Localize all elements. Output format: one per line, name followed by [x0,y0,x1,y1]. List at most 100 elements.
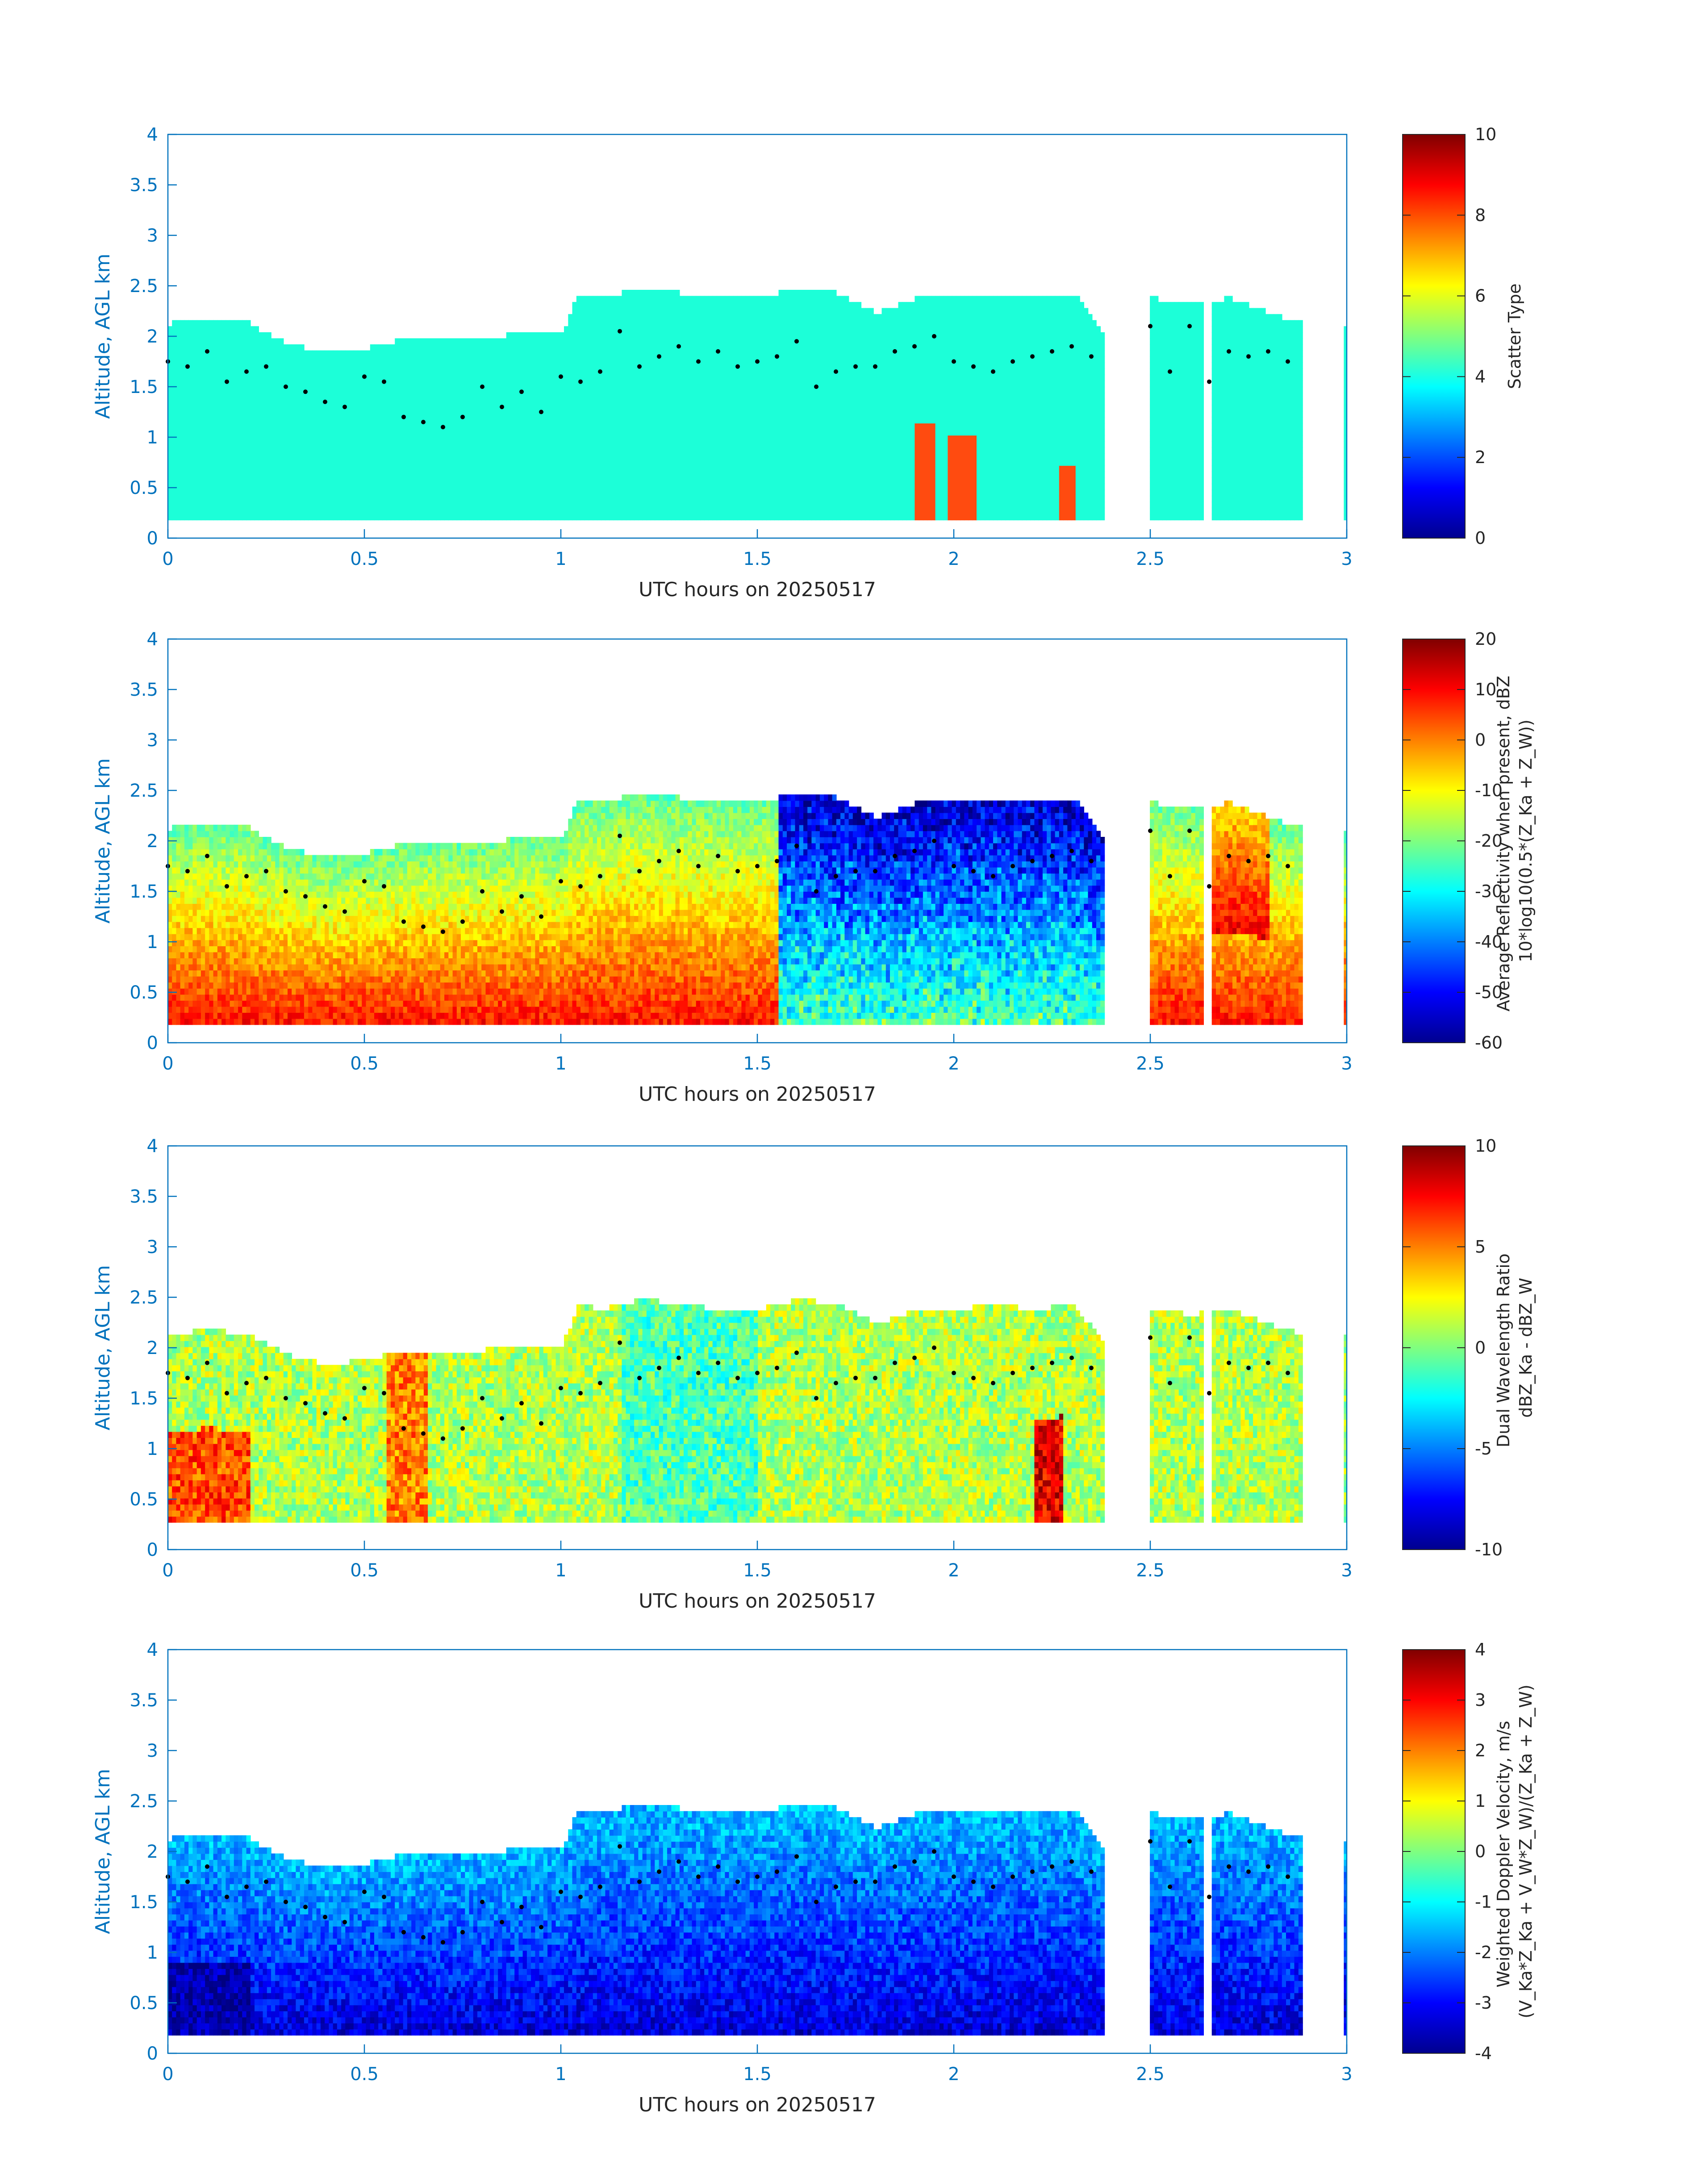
heatmap-cell [329,441,334,448]
heatmap-cell [671,362,676,369]
heatmap-cell [791,471,796,478]
heatmap-cell [366,501,371,508]
heatmap-cell [634,459,639,466]
heatmap-cell [787,393,791,399]
heatmap-cell [725,368,730,375]
heatmap-cell [391,459,395,466]
heatmap-cell [733,393,738,399]
heatmap-cell [560,380,564,387]
heatmap-cell [325,362,330,369]
heatmap-cell [172,380,177,387]
heatmap-cell [366,508,371,514]
heatmap-cell [288,435,292,442]
heatmap-cell [576,344,581,351]
heatmap-cell [675,393,680,399]
heatmap-cell [452,484,457,490]
heatmap-cell [741,405,746,412]
heatmap-cell [316,514,321,521]
heatmap-cell [564,471,568,478]
heatmap-cell [564,405,568,412]
heatmap-cell [613,435,618,442]
heatmap-cell [477,423,482,430]
heatmap-cell [213,411,218,418]
heatmap-cell [782,441,787,448]
heatmap-cell [192,453,197,460]
heatmap-cell [634,435,639,442]
heatmap-cell [601,441,606,448]
heatmap-cell [754,459,759,466]
heatmap-cell [481,484,486,490]
heatmap-cell [638,338,643,345]
heatmap-cell [308,465,313,472]
heatmap-cell [655,459,660,466]
heatmap-cell [597,453,601,460]
heatmap-cell [209,320,214,327]
heatmap-cell [555,514,560,521]
heatmap-cell [461,387,465,393]
heatmap-cell [671,471,676,478]
heatmap-cell [308,362,313,369]
heatmap-cell [452,471,457,478]
heatmap-cell [188,417,193,424]
heatmap-cell [667,405,672,412]
heatmap-cell [700,465,705,472]
heatmap-cell [436,501,441,508]
heatmap-cell [659,429,664,436]
heatmap-cell [209,417,214,424]
heatmap-cell [716,417,721,424]
heatmap-cell [246,489,251,496]
heatmap-cell [638,405,643,412]
heatmap-cell [564,447,568,454]
heatmap-cell [283,362,288,369]
heatmap-cell [638,296,643,302]
heatmap-cell [168,356,172,363]
heatmap-cell [345,514,350,521]
heatmap-cell [721,508,726,514]
heatmap-cell [766,393,771,399]
heatmap-cell [663,405,668,412]
heatmap-cell [692,441,697,448]
heatmap-cell [481,356,486,363]
heatmap-cell [737,320,742,327]
heatmap-cell [646,405,651,412]
heatmap-cell [283,399,288,405]
heatmap-cell [308,350,313,357]
heatmap-cell [168,380,172,387]
heatmap-cell [729,350,734,357]
heatmap-cell [267,489,271,496]
heatmap-cell [296,399,301,405]
heatmap-cell [721,435,726,442]
heatmap-cell [304,514,309,521]
heatmap-cell [176,320,181,327]
heatmap-cell [585,308,589,315]
heatmap-cell [238,465,243,472]
heatmap-cell [741,387,746,393]
heatmap-cell [279,514,284,521]
heatmap-cell [630,338,635,345]
heatmap-cell [259,508,263,514]
heatmap-cell [754,332,759,339]
heatmap-cell [618,453,622,460]
heatmap-cell [192,350,197,357]
heatmap-cell [469,417,474,424]
heatmap-cell [391,350,395,357]
heatmap-cell [758,435,763,442]
heatmap-cell [465,405,470,412]
heatmap-cell [655,387,660,393]
heatmap-cell [762,393,767,399]
heatmap-cell [304,501,309,508]
heatmap-cell [366,399,371,405]
heatmap-cell [374,465,379,472]
heatmap-cell [531,374,536,381]
heatmap-cell [547,459,552,466]
heatmap-cell [461,471,465,478]
heatmap-cell [304,477,309,484]
heatmap-cell [255,356,259,363]
heatmap-cell [531,356,536,363]
heatmap-cell [770,350,775,357]
heatmap-cell [333,380,338,387]
heatmap-cell [477,447,482,454]
heatmap-cell [605,417,610,424]
heatmap-cell [700,344,705,351]
heatmap-cell [749,380,754,387]
